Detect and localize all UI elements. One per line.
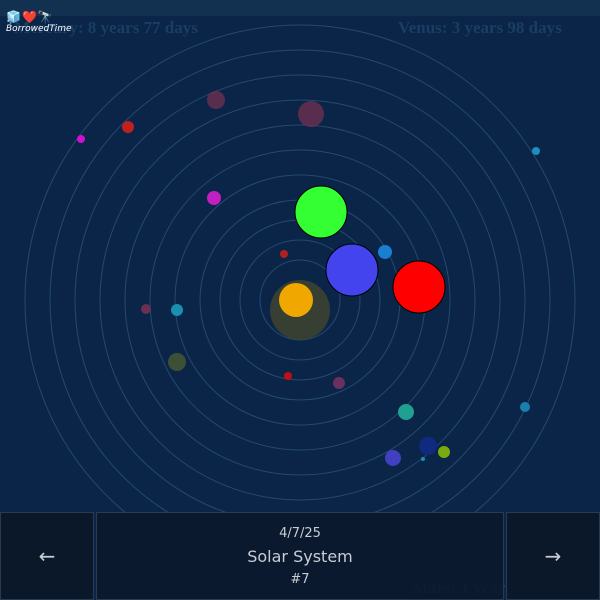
prev-button[interactable]: ← xyxy=(0,512,94,600)
logo-text: BorrowedTime xyxy=(6,24,72,34)
puzzle-number: #7 xyxy=(290,571,310,587)
next-button[interactable]: → xyxy=(506,512,600,600)
puzzle-title: Solar System xyxy=(247,546,353,566)
logo: 🧊❤️🔭 BorrowedTime xyxy=(6,10,72,34)
orbit-scene xyxy=(0,0,600,512)
puzzle-info: 4/7/25 Solar System #7 xyxy=(96,512,504,600)
logo-icons: 🧊❤️🔭 xyxy=(6,10,54,24)
planet-age-label: Mercury: 8 years 77 days xyxy=(14,18,198,37)
planet-age-label: Venus: 3 years 98 days xyxy=(398,18,562,37)
date: 4/7/25 xyxy=(279,525,321,541)
